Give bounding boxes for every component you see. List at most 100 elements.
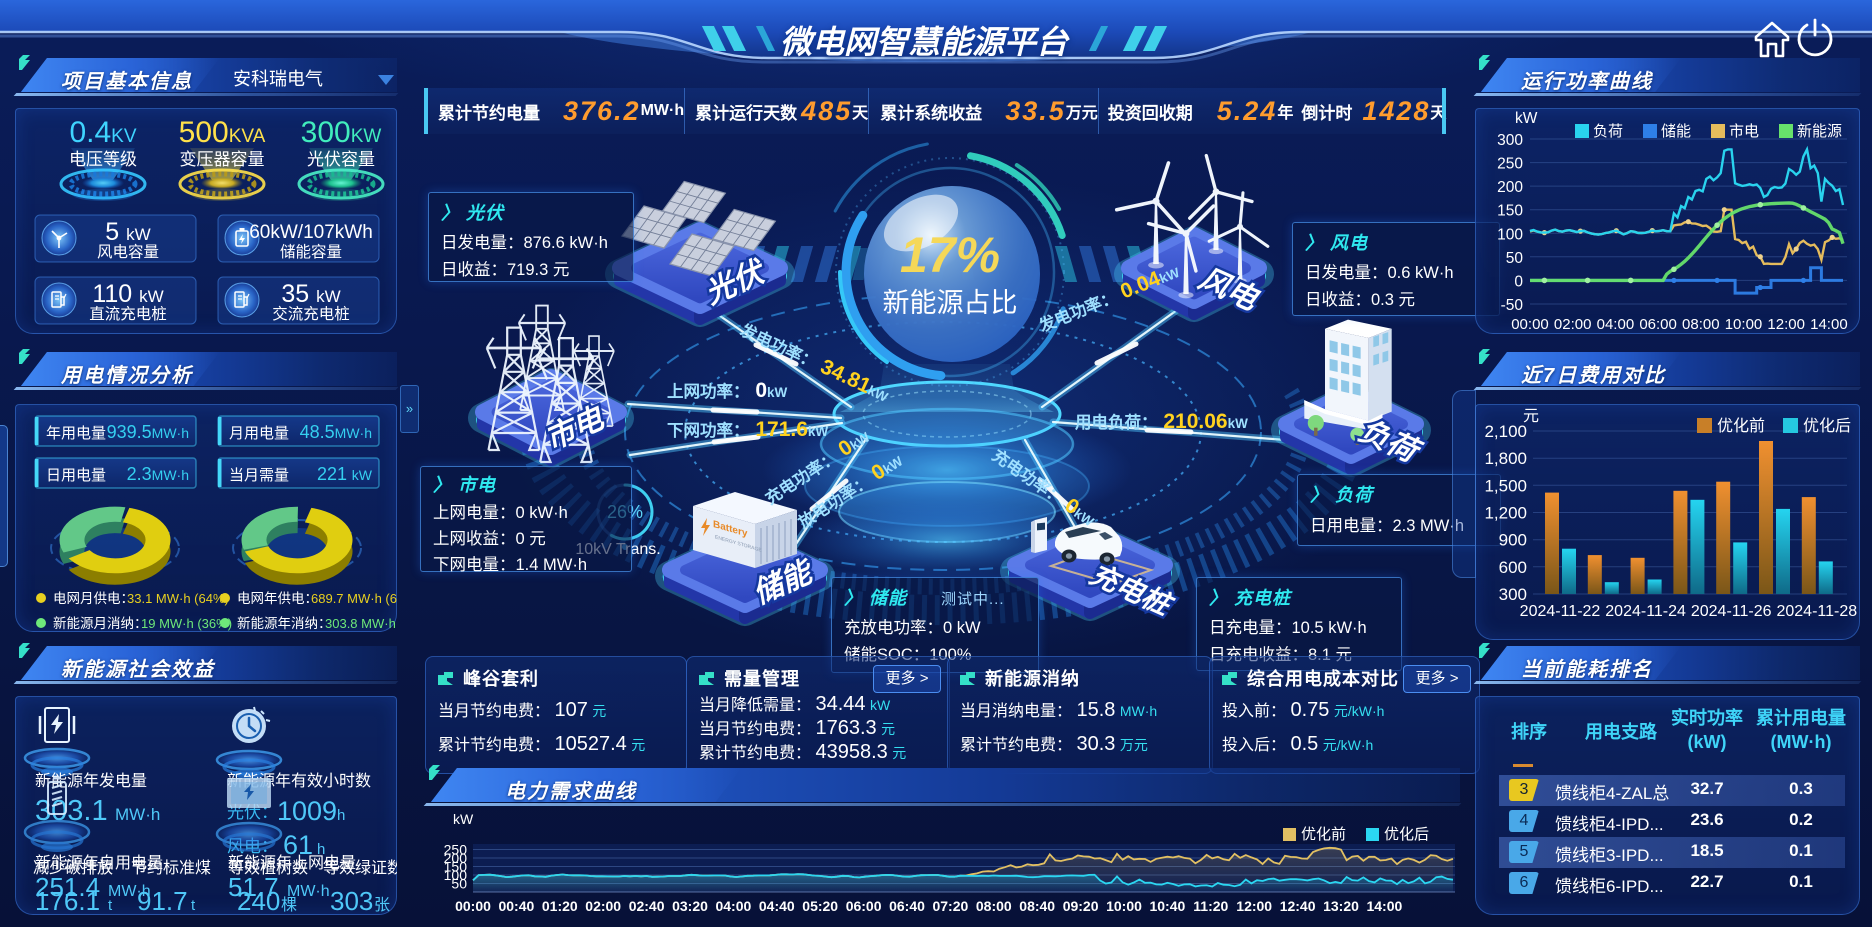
svg-text:0.4KV: 0.4KV xyxy=(69,116,136,149)
svg-text:减少碳排放: 减少碳排放 xyxy=(33,859,113,877)
svg-text:MW·h: MW·h xyxy=(108,883,151,900)
svg-text:风电容量: 风电容量 xyxy=(97,243,159,261)
svg-text:08:00: 08:00 xyxy=(976,898,1012,914)
svg-text:优化后: 优化后 xyxy=(1803,417,1851,435)
svg-text:t: t xyxy=(191,897,196,914)
svg-text:当月需量: 当月需量 xyxy=(229,467,289,484)
svg-text:251.4: 251.4 xyxy=(35,872,100,902)
svg-text:600: 600 xyxy=(1499,558,1527,577)
svg-text:用电负荷： 210.06kW: 用电负荷： 210.06kW xyxy=(1075,410,1248,433)
svg-text:负荷: 负荷 xyxy=(1593,123,1623,140)
svg-text:150: 150 xyxy=(1497,203,1523,220)
svg-text:2,100: 2,100 xyxy=(1484,422,1527,441)
svg-text:35 kW: 35 kW xyxy=(281,280,340,308)
svg-text:1,800: 1,800 xyxy=(1484,449,1527,468)
svg-text:03:20: 03:20 xyxy=(672,898,708,914)
svg-text:13:20: 13:20 xyxy=(1323,898,1359,914)
svg-text:电压等级: 电压等级 xyxy=(69,150,137,169)
svg-text:新能源占比: 新能源占比 xyxy=(883,288,1018,318)
svg-text:303: 303 xyxy=(330,886,373,915)
svg-text:303.8 MW·h (31%: 303.8 MW·h (31% xyxy=(325,616,397,631)
svg-text:电网年供电：: 电网年供电： xyxy=(237,591,318,606)
svg-text:张: 张 xyxy=(374,896,390,914)
svg-text:kW: kW xyxy=(453,811,474,827)
svg-text:1,200: 1,200 xyxy=(1484,504,1527,523)
svg-text:元: 元 xyxy=(1523,408,1539,425)
svg-text:900: 900 xyxy=(1499,531,1527,550)
svg-text:新能源: 新能源 xyxy=(1797,123,1842,140)
svg-text:200: 200 xyxy=(444,850,468,866)
svg-text:12:00: 12:00 xyxy=(1767,316,1805,333)
svg-text:0: 0 xyxy=(1514,273,1523,290)
svg-text:新能源年自用电量: 新能源年自用电量 xyxy=(35,854,163,872)
svg-text:kW: kW xyxy=(352,467,373,483)
svg-text:1,500: 1,500 xyxy=(1484,476,1527,495)
svg-text:12:40: 12:40 xyxy=(1280,898,1316,914)
svg-text:300: 300 xyxy=(1499,585,1527,604)
svg-text:2024-11-24: 2024-11-24 xyxy=(1605,603,1686,620)
svg-text:300: 300 xyxy=(1497,132,1523,149)
svg-text:电网月供电：: 电网月供电： xyxy=(53,591,134,606)
svg-text:h: h xyxy=(337,807,345,824)
svg-text:2024-11-28: 2024-11-28 xyxy=(1776,603,1857,620)
svg-text:250: 250 xyxy=(444,842,468,858)
svg-text:176.1: 176.1 xyxy=(35,886,100,915)
svg-text:月用电量: 月用电量 xyxy=(229,425,289,442)
svg-text:939.5MW·h: 939.5MW·h xyxy=(107,422,189,442)
svg-text:t: t xyxy=(108,897,113,914)
svg-text:14:00: 14:00 xyxy=(1810,316,1848,333)
svg-text:h: h xyxy=(317,841,325,858)
svg-text:下网功率： 171.6kW: 下网功率： 171.6kW xyxy=(667,418,828,441)
svg-text:06:40: 06:40 xyxy=(889,898,925,914)
svg-text:60kW/107kWh: 60kW/107kWh xyxy=(249,222,373,243)
svg-text:市电: 市电 xyxy=(1729,123,1759,140)
svg-text:06:00: 06:00 xyxy=(1639,316,1677,333)
svg-text:150: 150 xyxy=(444,859,468,875)
svg-text:新能源月消纳：: 新能源月消纳： xyxy=(53,616,148,631)
svg-text:00:00: 00:00 xyxy=(455,898,491,914)
svg-text:MW·h: MW·h xyxy=(287,883,330,900)
svg-text:2024-11-22: 2024-11-22 xyxy=(1520,603,1601,620)
svg-text:300KW: 300KW xyxy=(301,116,382,149)
svg-text:50: 50 xyxy=(451,876,467,892)
svg-text:节约标准煤: 节约标准煤 xyxy=(131,859,211,877)
svg-text:kW: kW xyxy=(1515,110,1538,127)
svg-text:新能源年消纳：: 新能源年消纳： xyxy=(237,616,332,631)
svg-text:优化后: 优化后 xyxy=(1384,826,1429,843)
svg-text:04:40: 04:40 xyxy=(759,898,795,914)
svg-text:500KVA: 500KVA xyxy=(179,116,266,149)
svg-text:61: 61 xyxy=(283,830,313,860)
svg-text:19 MW·h (36%): 19 MW·h (36%) xyxy=(141,616,232,631)
svg-text:-50: -50 xyxy=(1501,297,1524,314)
svg-text:02:00: 02:00 xyxy=(585,898,621,914)
svg-text:变压器容量: 变压器容量 xyxy=(180,150,265,169)
svg-text:91.7: 91.7 xyxy=(137,886,188,915)
svg-text:17%: 17% xyxy=(900,227,1000,283)
svg-text:100: 100 xyxy=(444,867,468,883)
svg-text:新能源年发电量: 新能源年发电量 xyxy=(35,772,147,790)
svg-text:51.7: 51.7 xyxy=(228,872,279,902)
svg-text:2024-11-26: 2024-11-26 xyxy=(1691,603,1772,620)
svg-text:200: 200 xyxy=(1497,179,1523,196)
svg-text:04:00: 04:00 xyxy=(715,898,751,914)
svg-text:棵: 棵 xyxy=(281,896,297,914)
svg-text:01:20: 01:20 xyxy=(542,898,578,914)
svg-text:240: 240 xyxy=(237,886,280,915)
svg-text:10:40: 10:40 xyxy=(1149,898,1185,914)
svg-text:08:00: 08:00 xyxy=(1682,316,1720,333)
svg-text:48.5MW·h: 48.5MW·h xyxy=(300,422,372,442)
svg-text:2.3MW·h: 2.3MW·h xyxy=(127,464,189,484)
svg-text:250: 250 xyxy=(1497,156,1523,173)
svg-text:上网功率： 0kW: 上网功率： 0kW xyxy=(667,379,788,402)
svg-text:直流充电桩: 直流充电桩 xyxy=(89,305,167,323)
svg-text:10:00: 10:00 xyxy=(1725,316,1763,333)
svg-text:储能容量: 储能容量 xyxy=(280,243,342,261)
svg-text:50: 50 xyxy=(1506,250,1524,267)
svg-text:02:40: 02:40 xyxy=(629,898,665,914)
svg-text:08:40: 08:40 xyxy=(1019,898,1055,914)
svg-text:等效绿证数: 等效绿证数 xyxy=(323,859,397,877)
svg-text:储能: 储能 xyxy=(1661,123,1691,140)
svg-text:MW·h: MW·h xyxy=(115,805,160,824)
svg-text:00:00: 00:00 xyxy=(1511,316,1549,333)
svg-text:14:00: 14:00 xyxy=(1366,898,1402,914)
